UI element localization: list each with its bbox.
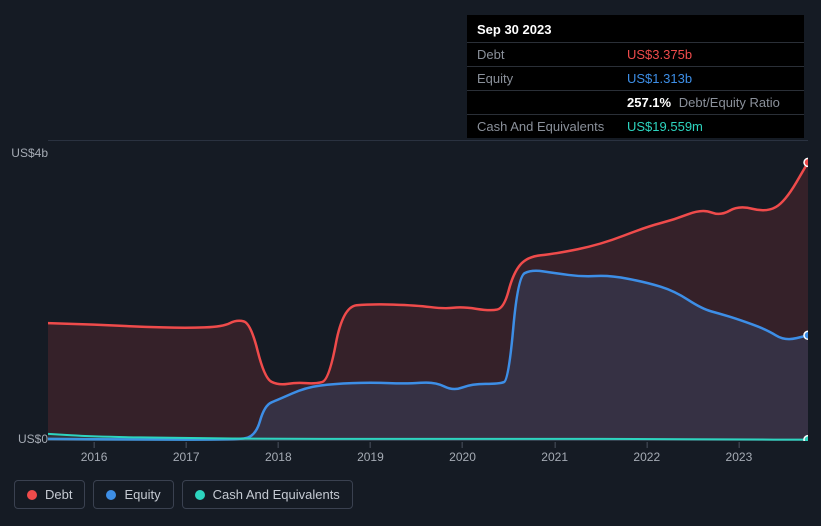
tooltip-cash-value: US$19.559m [627,119,703,134]
x-tick-label: 2020 [449,450,476,464]
chart-plot-area[interactable] [48,140,808,440]
x-tick-mark [370,442,371,448]
x-tick-label: 2021 [541,450,568,464]
x-axis: 2016 2017 2018 2019 2020 2021 2022 2023 [48,442,808,466]
x-tick: 2022 [633,442,660,464]
tooltip-equity-value: US$1.313b [627,71,692,86]
x-tick: 2019 [357,442,384,464]
tooltip-cash-label: Cash And Equivalents [477,119,627,134]
x-tick-mark [278,442,279,448]
x-tick-label: 2019 [357,450,384,464]
x-tick-label: 2018 [265,450,292,464]
x-tick: 2023 [726,442,753,464]
legend-label-debt: Debt [45,487,72,502]
legend-label-equity: Equity [124,487,160,502]
legend-item-debt[interactable]: Debt [14,480,85,509]
legend-swatch-cash [195,490,205,500]
chart-tooltip: Sep 30 2023 Debt US$3.375b Equity US$1.3… [467,15,804,138]
x-tick: 2017 [173,442,200,464]
x-tick: 2021 [541,442,568,464]
x-tick-mark [94,442,95,448]
tooltip-ratio-label: Debt/Equity Ratio [679,95,780,110]
tooltip-row-equity: Equity US$1.313b [467,66,804,90]
legend-item-equity[interactable]: Equity [93,480,173,509]
tooltip-ratio-pct: 257.1% [627,95,671,110]
x-tick-label: 2022 [633,450,660,464]
x-tick-label: 2023 [726,450,753,464]
tooltip-row-cash: Cash And Equivalents US$19.559m [467,114,804,138]
tooltip-equity-label: Equity [477,71,627,86]
legend-label-cash: Cash And Equivalents [213,487,340,502]
x-tick-mark [186,442,187,448]
tooltip-debt-label: Debt [477,47,627,62]
x-tick: 2016 [81,442,108,464]
tooltip-date: Sep 30 2023 [467,15,804,42]
x-tick-label: 2016 [81,450,108,464]
x-tick-mark [738,442,739,448]
x-tick-mark [462,442,463,448]
tooltip-ratio-spacer [477,95,627,110]
x-tick: 2018 [265,442,292,464]
x-tick-label: 2017 [173,450,200,464]
tooltip-row-ratio: 257.1% Debt/Equity Ratio [467,90,804,114]
x-tick: 2020 [449,442,476,464]
legend-swatch-debt [27,490,37,500]
tooltip-row-debt: Debt US$3.375b [467,42,804,66]
chart-legend: Debt Equity Cash And Equivalents [14,480,353,509]
y-axis-label-bottom: US$0 [0,432,48,446]
tooltip-debt-value: US$3.375b [627,47,692,62]
legend-item-cash[interactable]: Cash And Equivalents [182,480,353,509]
chart-svg [48,141,808,441]
y-axis-label-top: US$4b [0,146,48,160]
x-tick-mark [554,442,555,448]
x-tick-mark [646,442,647,448]
tooltip-ratio-value: 257.1% Debt/Equity Ratio [627,95,780,110]
legend-swatch-equity [106,490,116,500]
